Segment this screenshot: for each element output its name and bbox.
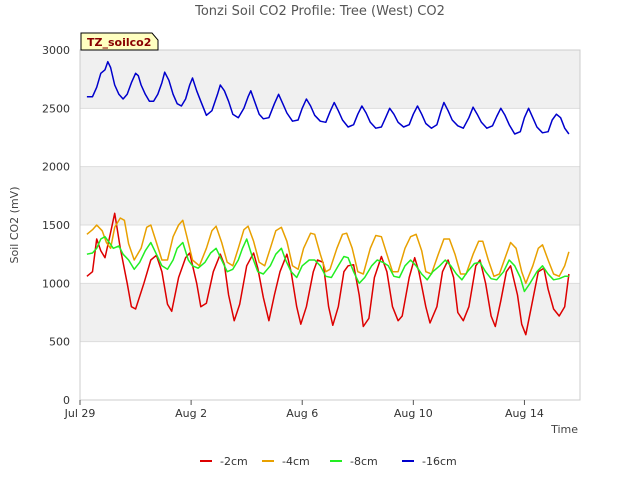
legend-item[interactable]: -2cm xyxy=(200,455,248,468)
y-tick-label: 2500 xyxy=(42,102,70,115)
x-tick-label: Aug 6 xyxy=(286,407,318,420)
legend-item[interactable]: -8cm xyxy=(330,455,378,468)
series-line-4cm xyxy=(86,217,570,285)
y-tick-label: 1000 xyxy=(42,277,70,290)
dataset-badge-label: TZ_soilco2 xyxy=(87,36,151,49)
legend-item[interactable]: -4cm xyxy=(262,455,310,468)
chart-title: Tonzi Soil CO2 Profile: Tree (West) CO2 xyxy=(194,4,445,19)
series-lines xyxy=(86,60,570,336)
dataset-badge: TZ_soilco2 xyxy=(80,32,159,51)
plot-bands xyxy=(80,50,580,342)
series-line-8cm xyxy=(86,235,569,293)
x-tick-label: Jul 29 xyxy=(64,407,96,420)
legend-label: -2cm xyxy=(220,455,248,468)
legend: -2cm -4cm -8cm -16cm xyxy=(200,455,457,468)
plot-band xyxy=(80,166,580,225)
legend-item[interactable]: -16cm xyxy=(402,455,457,468)
y-tick-label: 1500 xyxy=(42,219,70,232)
legend-label: -4cm xyxy=(282,455,310,468)
y-axis-label: Soil CO2 (mV) xyxy=(8,187,21,264)
x-axis-label: Time xyxy=(550,423,578,436)
y-axis-ticks: 0 500 1000 1500 2000 2500 3000 xyxy=(42,44,70,407)
legend-label: -8cm xyxy=(350,455,378,468)
y-tick-label: 2000 xyxy=(42,161,70,174)
y-tick-label: 0 xyxy=(63,394,70,407)
x-axis-ticks: Jul 29 Aug 2 Aug 6 Aug 10 Aug 14 xyxy=(64,400,544,420)
x-tick-label: Aug 14 xyxy=(505,407,544,420)
series-line-16cm xyxy=(86,60,570,135)
y-tick-label: 500 xyxy=(49,336,70,349)
legend-label: -16cm xyxy=(422,455,457,468)
x-tick-label: Aug 2 xyxy=(175,407,207,420)
y-tick-label: 3000 xyxy=(42,44,70,57)
x-tick-label: Aug 10 xyxy=(394,407,433,420)
series-line-2cm xyxy=(86,212,570,336)
plot-frame xyxy=(79,49,581,401)
